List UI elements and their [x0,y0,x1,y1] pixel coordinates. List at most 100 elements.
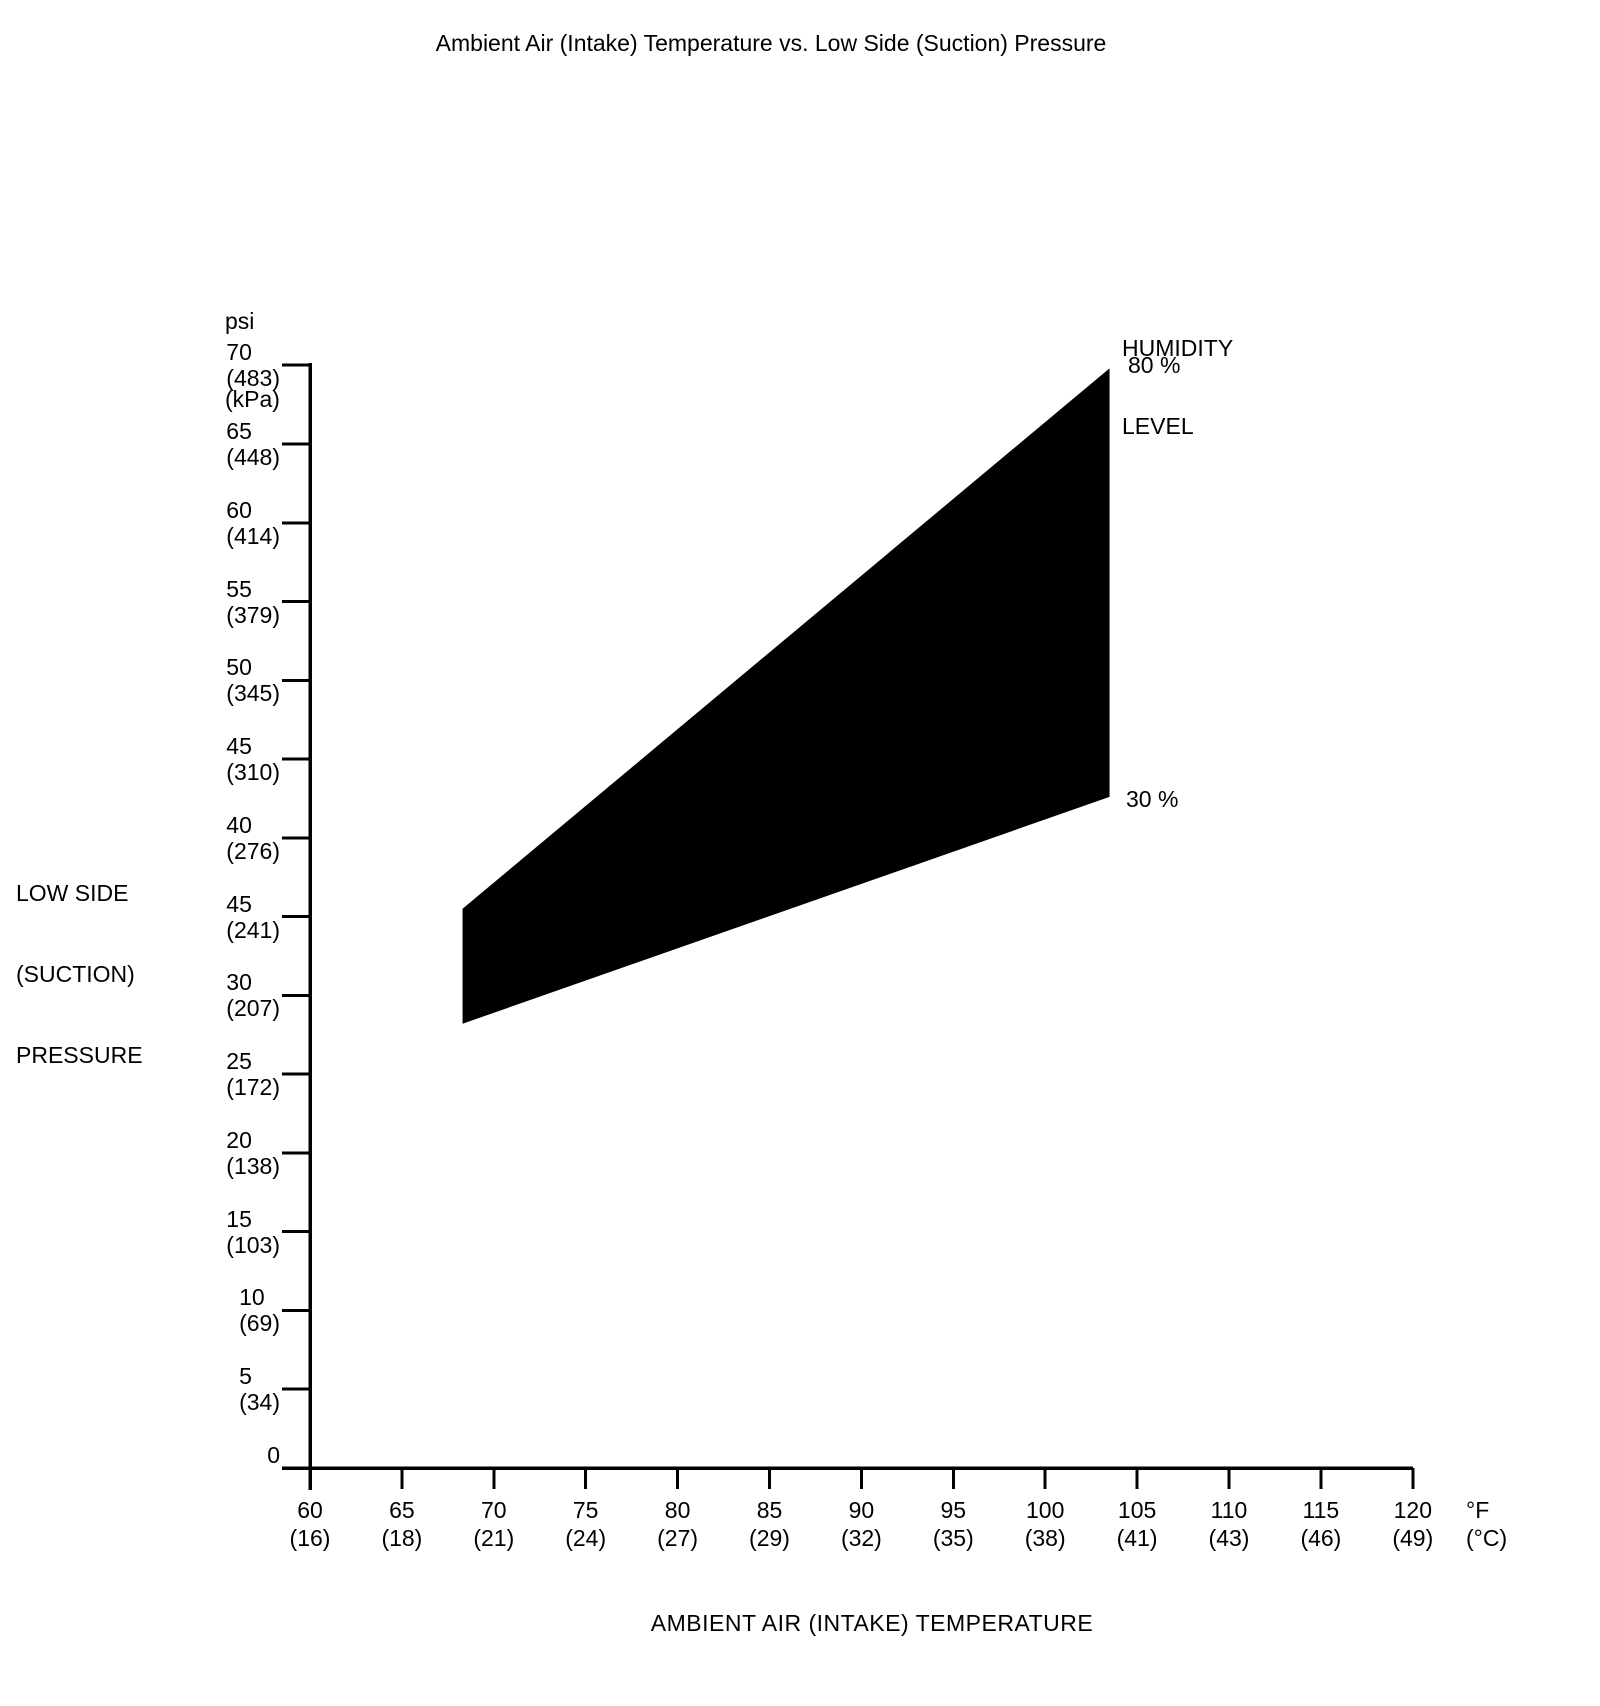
chart-title: Ambient Air (Intake) Temperature vs. Low… [435,30,1107,56]
y-tick-psi: 25 [226,1048,252,1075]
tick-marks [282,363,1415,1489]
y-tick-psi: 0 [267,1442,280,1468]
x-tick-f: 120 [1393,1497,1432,1523]
x-tick-c: (27) [657,1525,699,1551]
x-tick-f: 100 [1026,1497,1065,1523]
y-tick-label: 25 (172) [226,1048,280,1100]
y-axis-title-line3: PRESSURE [16,1042,143,1068]
y-tick-label: 55 (379) [226,576,280,628]
y-tick-kpa: (207) [226,995,280,1022]
y-tick-label: 50 (345) [226,654,280,706]
y-tick-kpa: (69) [239,1310,280,1337]
x-tick-c: (46) [1300,1525,1342,1551]
y-tick-psi: 20 [226,1126,252,1153]
y-tick-kpa: (345) [226,680,280,707]
y-tick-kpa: (241) [226,916,280,943]
y-tick-label: 45 (241) [226,891,280,943]
x-tick-c: (24) [565,1525,607,1551]
y-tick-psi: 45 [226,890,252,917]
y-tick-psi: 10 [239,1284,265,1311]
x-tick-label: 60 (16) [290,1496,331,1552]
x-tick-label: 115 (46) [1300,1496,1341,1552]
x-tick-f: 90 [848,1497,875,1523]
y-axis-title-line2: (SUCTION) [16,961,135,987]
x-tick-label: 85 (29) [749,1496,790,1552]
y-tick-kpa: (310) [226,759,280,786]
humidity-header-line1: HUMIDITY [1122,335,1234,361]
y-tick-psi: 30 [226,969,252,996]
x-axis-unit-label: °F (°C) [1466,1496,1507,1552]
x-tick-label: 95 (35) [933,1496,974,1552]
y-tick-psi: 55 [226,575,252,602]
x-tick-f: 85 [756,1497,783,1523]
y-tick-label: 15 (103) [226,1206,280,1258]
y-axis-unit-psi: psi [225,308,255,334]
y-tick-kpa: (414) [226,522,280,549]
x-tick-c: (16) [289,1525,331,1551]
y-tick-label: 0 [267,1442,280,1494]
y-tick-psi: 70 [226,339,252,366]
x-tick-f: 80 [664,1497,691,1523]
x-axis-unit-f: °F [1466,1497,1490,1523]
x-tick-label: 120 (49) [1392,1496,1433,1552]
y-axis-unit-kpa: (kPa) [225,386,280,412]
x-axis-title: AMBIENT AIR (INTAKE) TEMPERATURE [650,1610,1094,1636]
y-tick-label: 65 (448) [226,418,280,470]
y-tick-label: 5 (34) [239,1363,280,1415]
humidity-header-line2: LEVEL [1122,413,1194,439]
x-tick-label: 90 (32) [841,1496,882,1552]
x-tick-label: 65 (18) [381,1496,422,1552]
y-tick-psi: 40 [226,811,252,838]
humidity-30-label: 30 % [1126,786,1179,812]
y-tick-psi: 5 [239,1363,252,1390]
y-tick-label: 40 (276) [226,812,280,864]
x-tick-label: 105 (41) [1117,1496,1158,1552]
humidity-band-polygon [462,368,1110,1024]
axes [282,363,1413,1490]
y-tick-kpa: (276) [226,837,280,864]
x-tick-c: (38) [1024,1525,1066,1551]
humidity-legend-header: HUMIDITY LEVEL [1122,283,1233,491]
x-tick-label: 110 (43) [1209,1496,1250,1552]
x-axis-unit-c: (°C) [1466,1525,1508,1551]
y-tick-kpa: (448) [226,443,280,470]
x-tick-f: 110 [1210,1497,1248,1523]
x-tick-label: 100 (38) [1025,1496,1066,1552]
x-tick-f: 105 [1117,1497,1157,1523]
x-tick-c: (21) [473,1525,515,1551]
humidity-80-label: 80 % [1128,352,1181,378]
y-tick-psi: 65 [226,417,252,444]
x-tick-f: 65 [389,1497,415,1523]
x-tick-c: (49) [1392,1525,1434,1551]
x-tick-f: 75 [572,1497,599,1523]
y-tick-label: 30 (207) [226,969,280,1021]
x-tick-c: (32) [840,1525,882,1551]
y-tick-kpa: (34) [239,1389,280,1416]
x-tick-f: 115 [1302,1497,1340,1523]
y-tick-kpa [267,1468,280,1494]
x-tick-c: (35) [932,1525,974,1551]
x-tick-c: (43) [1208,1525,1250,1551]
x-tick-f: 95 [940,1497,967,1523]
x-tick-c: (41) [1116,1525,1158,1551]
x-tick-label: 70 (21) [473,1496,514,1552]
y-axis-title-line1: LOW SIDE [16,880,129,906]
y-tick-label: 70 (483) [226,339,280,391]
y-axis-title: LOW SIDE (SUCTION) PRESSURE [16,826,143,1123]
x-tick-f: 70 [481,1497,507,1523]
y-tick-label: 45 (310) [226,733,280,785]
y-tick-kpa: (483) [226,365,280,392]
y-tick-psi: 50 [226,654,252,681]
y-tick-label: 60 (414) [226,497,280,549]
y-tick-label: 10 (69) [239,1284,280,1336]
y-tick-kpa: (138) [226,1152,280,1179]
y-tick-kpa: (379) [226,601,280,628]
y-axis-unit-label: psi (kPa) [225,256,280,464]
y-tick-kpa: (172) [226,1074,280,1101]
humidity-band-region [462,368,1110,1024]
x-tick-c: (29) [749,1525,790,1551]
x-tick-label: 75 (24) [565,1496,606,1552]
y-tick-psi: 45 [226,733,252,760]
